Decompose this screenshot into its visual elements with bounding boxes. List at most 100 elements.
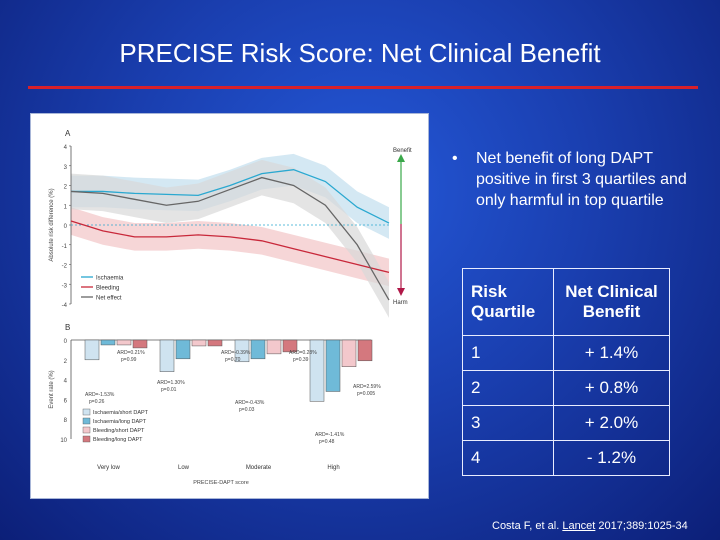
bar: [266, 339, 282, 355]
x-tick-label: Very low: [97, 465, 120, 471]
y-tick-label: 1: [64, 204, 68, 210]
benefit-cell: - 1.2%: [553, 440, 670, 476]
p-value-label: p=0.39: [293, 357, 309, 363]
p-value-label: p=0.005: [357, 391, 375, 397]
y-tick-label: 10: [60, 438, 67, 444]
quartile-cell: 4: [462, 440, 554, 476]
risk-table: Risk Quartile Net Clinical Benefit 1 + 1…: [462, 268, 670, 476]
bar: [234, 339, 250, 363]
bar: [159, 339, 175, 372]
y-tick-label: 0: [64, 224, 68, 230]
net-ci-band: [71, 159, 389, 318]
bleeding-ci-band: [71, 207, 389, 287]
legend-swatch: [82, 435, 91, 443]
y-tick-label: 4: [64, 145, 68, 151]
bar: [325, 339, 341, 392]
legend-label: Bleeding/short DAPT: [93, 428, 145, 434]
table-row: 2 + 0.8%: [462, 370, 670, 406]
y-tick-label: 0: [64, 339, 68, 345]
y-tick-label: -3: [62, 283, 68, 289]
x-tick-label: Low: [178, 465, 190, 471]
benefit-cell: + 0.8%: [553, 370, 670, 406]
header-risk-quartile: Risk Quartile: [462, 268, 554, 336]
table-row: 1 + 1.4%: [462, 335, 670, 371]
x-axis-label: PRECISE-DAPT score: [193, 480, 249, 486]
legend-label: Net effect: [96, 296, 122, 302]
legend-swatch: [82, 426, 91, 434]
ard-label: ARD=1.30%: [157, 380, 185, 386]
bleeding-line: [70, 220, 390, 274]
bullet-dot-icon: •: [452, 150, 458, 167]
y-tick-label: 2: [64, 359, 68, 365]
benefit-cell: + 2.0%: [553, 405, 670, 441]
panel-a: A 4 3 2 1 0 -1 -2 -3 -4 Absolute risk difference (…: [49, 129, 412, 318]
y-axis-label: Absolute risk difference (%): [49, 188, 55, 261]
bar: [282, 339, 298, 353]
legend-label: Ischaemia/short DAPT: [93, 410, 149, 416]
harm-label: Harm: [393, 300, 408, 306]
bar: [84, 339, 100, 361]
ard-label: ARD=-1.53%: [85, 392, 115, 398]
p-value-label: p=0.01: [161, 387, 177, 393]
legend-swatch: [82, 417, 91, 425]
ischaemia-line: [71, 169, 390, 224]
y-axis-label: Event rate (%): [49, 370, 55, 408]
table-header-row: Risk Quartile Net Clinical Benefit: [462, 268, 670, 336]
y-tick-label: 6: [64, 398, 68, 404]
ard-label: ARD=-0.39%: [221, 350, 251, 356]
p-value-label: p=0.26: [89, 399, 105, 405]
ard-label: ARD=-0.43%: [235, 400, 265, 406]
y-tick-label: 3: [64, 165, 68, 171]
ard-label: ARD=-1.41%: [315, 432, 345, 438]
panel-b-label: B: [65, 323, 70, 332]
ard-label: ARD=0.28%: [289, 350, 317, 356]
p-value-label: p=0.70: [225, 357, 241, 363]
x-tick-label: High: [327, 465, 339, 471]
legend-swatch: [82, 408, 91, 416]
p-value-label: p=0.48: [319, 439, 335, 445]
bar: [341, 339, 357, 367]
bar: [357, 339, 373, 362]
y-tick-label: 2: [64, 185, 68, 191]
y-tick-label: -2: [62, 264, 68, 270]
x-tick-label: Moderate: [246, 465, 272, 471]
p-value-label: p=0.99: [121, 357, 137, 363]
legend-label: Ischaemia/long DAPT: [93, 419, 147, 425]
ard-label: ARD=2.59%: [353, 384, 381, 390]
net-effect-line: [70, 176, 390, 301]
p-value-label: p=0.03: [239, 407, 255, 413]
y-tick-label: 4: [64, 379, 68, 385]
slide-title: PRECISE Risk Score: Net Clinical Benefit: [119, 38, 601, 68]
header-net-benefit: Net Clinical Benefit: [553, 268, 670, 336]
benefit-arrowhead: [397, 154, 405, 162]
citation-journal[interactable]: Lancet: [562, 520, 596, 532]
quartile-cell: 2: [462, 370, 554, 406]
bar: [175, 339, 191, 360]
bar: [116, 339, 132, 346]
quartile-cell: 3: [462, 405, 554, 441]
legend-label: Ischaemia: [96, 276, 124, 282]
bar: [100, 339, 116, 346]
citation-ref: 2017;389:1025-34: [598, 520, 688, 532]
legend-label: Bleeding: [96, 286, 119, 292]
panel-a-label: A: [65, 129, 71, 138]
panel-b: B 0 2 4 6 8 10 Event rate (%) Very low Low Moderat…: [49, 323, 381, 486]
table-row: 4 - 1.2%: [462, 440, 670, 476]
citation-authors: Costa F, et al.: [492, 520, 560, 532]
bar: [207, 339, 223, 347]
bar: [132, 339, 148, 349]
bar: [250, 339, 266, 360]
citation: Costa F, et al. Lancet 2017;389:1025-34: [492, 520, 688, 532]
quartile-cell: 1: [462, 335, 554, 371]
y-tick-label: -4: [62, 303, 68, 309]
y-tick-label: 8: [64, 418, 68, 424]
chart-figure: A 4 3 2 1 0 -1 -2 -3 -4 Absolute risk difference (…: [30, 113, 429, 499]
legend-label: Bleeding/long DAPT: [93, 437, 143, 443]
title-divider: [28, 86, 698, 89]
benefit-cell: + 1.4%: [553, 335, 670, 371]
bar: [191, 339, 207, 347]
benefit-label: Benefit: [393, 148, 412, 154]
bar: [309, 339, 325, 402]
bullet-text: Net benefit of long DAPT positive in fir…: [476, 150, 687, 209]
